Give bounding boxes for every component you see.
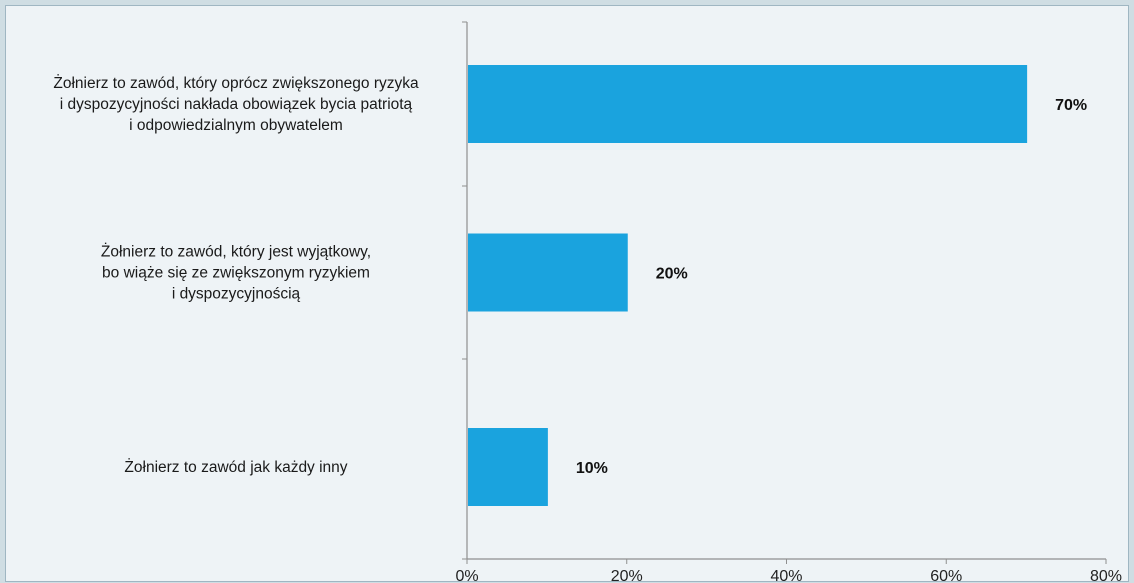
x-tick-label: 0% [455,568,478,583]
bar [468,233,628,312]
category-label-line: i dyspozycyjnością [172,286,301,303]
bar [468,428,548,506]
bar-value-label: 20% [656,266,688,283]
x-tick-label: 40% [770,568,802,583]
axes-group [462,21,1107,564]
category-label-line: Żołnierz to zawód, który jest wyjątkowy, [101,243,371,261]
bar-value-label: 10% [576,460,608,477]
x-tick-label: 60% [930,568,962,583]
category-label-line: Żołnierz to zawód, który oprócz zwiększo… [53,74,419,92]
labels-group: 0% 20% 40% 60% 80% 70% Żołnierz to zawód, któr… [53,74,1122,583]
chart-panel: 0% 20% 40% 60% 80% 70% Żołnierz to zawód, któr… [5,5,1129,583]
category-label: Żołnierz to zawód, który oprócz zwiększo… [53,74,419,134]
bar [468,65,1028,143]
category-label-line: bo wiąże się ze zwiększonym ryzykiem [102,265,370,282]
bar-value-label: 70% [1055,97,1087,114]
x-tick-label: 80% [1090,568,1122,583]
category-label: Żołnierz to zawód, który jest wyjątkowy,… [101,243,371,303]
category-label-line: i dyspozycyjności nakłada obowiązek byci… [60,96,413,113]
x-tick-label: 20% [611,568,643,583]
category-label-line: Żołnierz to zawód jak każdy inny [124,458,347,476]
bar-chart: 0% 20% 40% 60% 80% 70% Żołnierz to zawód, któr… [53,21,1122,583]
category-label: Żołnierz to zawód jak każdy inny [124,458,347,476]
bars-group [468,65,1028,506]
category-label-line: i odpowiedzialnym obywatelem [129,117,343,134]
